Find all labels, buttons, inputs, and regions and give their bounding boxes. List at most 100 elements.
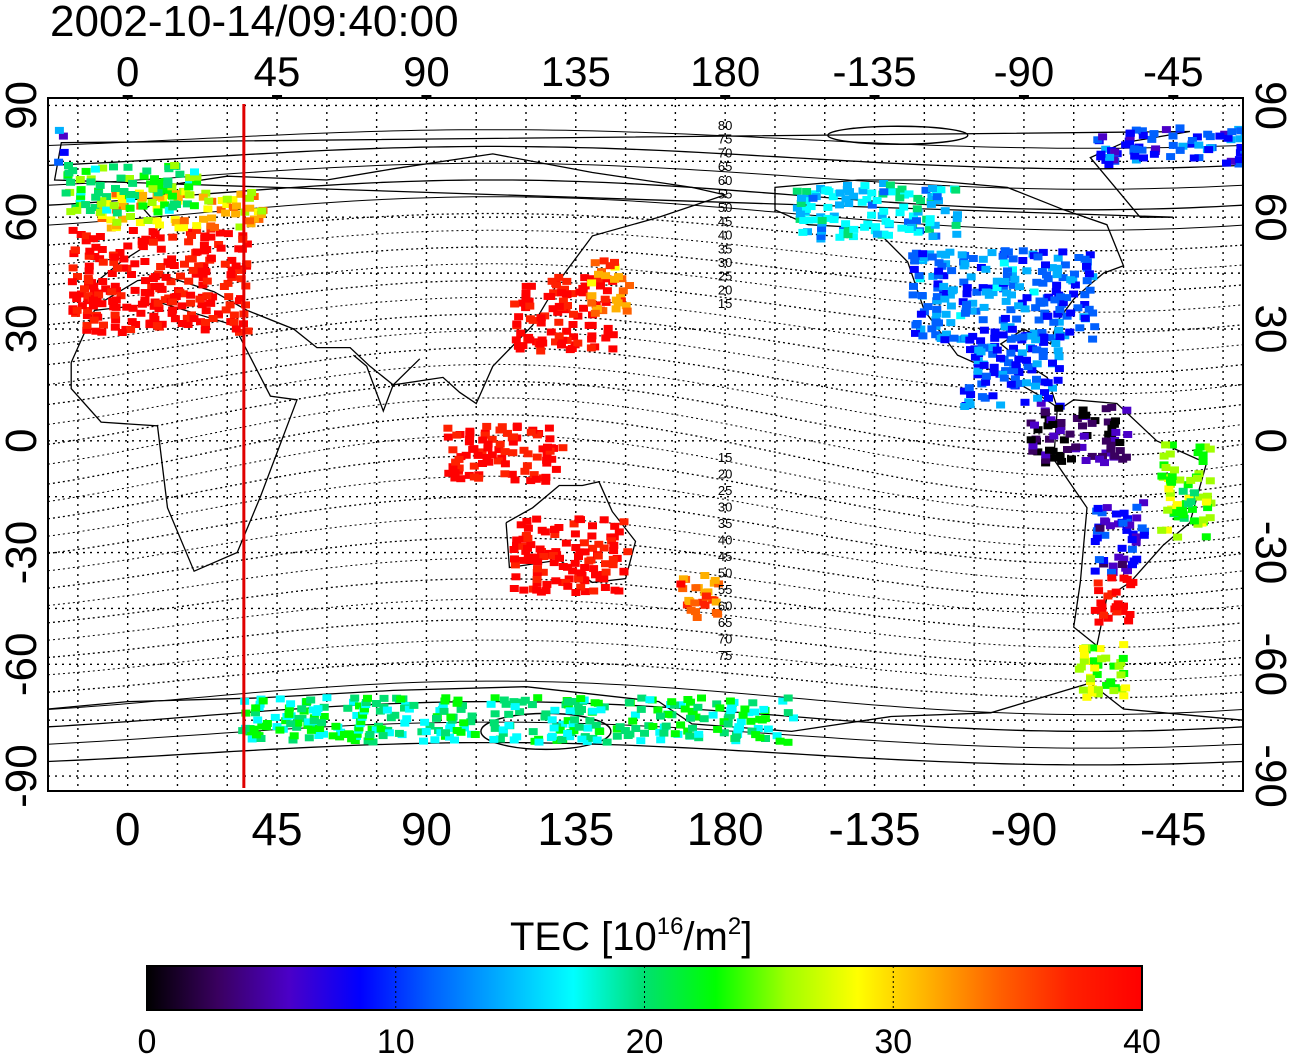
tec-pixel: [934, 267, 944, 275]
tec-pixel: [166, 278, 176, 286]
tec-pixel: [157, 285, 167, 293]
colorbar-label-end: ]: [741, 915, 752, 959]
tec-pixel: [532, 576, 542, 583]
tec-pixel: [799, 217, 809, 224]
tec-pixel: [916, 325, 926, 333]
tec-pixel: [1121, 564, 1131, 572]
tec-pixel: [245, 217, 255, 225]
tec-pixel: [532, 569, 542, 576]
tec-pixel: [1090, 664, 1100, 672]
tec-pixel: [191, 270, 201, 278]
tec-pixel: [554, 332, 564, 340]
tec-pixel: [118, 203, 128, 210]
tec-pixel: [1089, 657, 1099, 665]
tec-pixel: [109, 258, 119, 266]
tec-pixel: [489, 735, 499, 743]
right-lat-label: 90: [1246, 81, 1292, 130]
tec-pixel: [823, 214, 833, 222]
tec-pixel: [1008, 266, 1017, 274]
tec-pixel: [188, 266, 198, 274]
tec-pixel: [200, 319, 210, 326]
tec-pixel: [544, 424, 554, 432]
tec-pixel: [877, 212, 887, 220]
tec-pixel: [549, 289, 559, 297]
tec-pixel: [67, 278, 77, 286]
tec-pixel: [989, 369, 999, 377]
tec-pixel: [400, 719, 410, 727]
tec-pixel: [960, 403, 970, 410]
tec-pixel: [526, 428, 536, 436]
tec-pixel: [550, 531, 560, 538]
tec-pixel: [425, 722, 435, 730]
tec-pixel: [1017, 349, 1027, 357]
frame-tick: [122, 95, 133, 99]
coastline: [352, 354, 421, 413]
tec-pixel: [110, 311, 120, 319]
tec-pixel: [90, 253, 100, 260]
tec-pixel: [432, 714, 441, 722]
tec-pixel: [81, 201, 91, 209]
tec-pixel: [623, 548, 633, 556]
tec-pixel: [932, 293, 942, 301]
tec-pixel: [1116, 659, 1126, 667]
tec-pixel: [139, 172, 149, 180]
tec-pixel: [1137, 524, 1147, 532]
tec-pixel: [1018, 333, 1028, 341]
bottom-lon-label: 180: [687, 803, 764, 855]
tec-pixel: [1235, 149, 1243, 157]
tec-pixel: [817, 217, 827, 224]
tec-pixel: [580, 564, 590, 571]
tec-pixel: [1088, 335, 1098, 343]
tec-pixel: [546, 328, 556, 336]
tec-pixel: [89, 282, 99, 290]
tec-pixel: [580, 282, 590, 290]
tec-pixel: [1104, 161, 1114, 168]
tec-pixel: [940, 207, 950, 215]
contour-label: 15: [718, 450, 732, 465]
tec-pixel: [207, 214, 217, 222]
tec-pixel: [1103, 418, 1113, 426]
tec-pixel: [849, 192, 859, 200]
tec-pixel: [94, 189, 103, 197]
tec-pixel: [1026, 436, 1036, 444]
tec-pixel: [221, 306, 231, 314]
tec-pixel: [241, 282, 251, 290]
tec-pixel: [685, 732, 695, 740]
tec-pixel: [81, 237, 91, 245]
tec-pixel: [609, 547, 619, 555]
tec-pixel: [563, 729, 573, 737]
tec-pixel: [1107, 432, 1117, 440]
tec-pixel: [91, 193, 101, 201]
tec-pixel: [587, 292, 597, 300]
tec-pixel: [217, 197, 227, 204]
tec-pixel: [1049, 432, 1059, 440]
tec-pixel: [128, 179, 138, 187]
tec-pixel: [577, 735, 587, 743]
tec-pixel: [466, 718, 476, 726]
tec-pixel: [590, 309, 600, 317]
tec-pixel: [1169, 509, 1179, 517]
tec-pixel: [510, 476, 520, 484]
tec-pixel: [579, 304, 588, 312]
colorbar-label-mid: /m: [683, 915, 727, 959]
tec-pixel: [700, 588, 710, 596]
tec-pixel: [550, 706, 560, 714]
tec-pixel: [1073, 304, 1083, 312]
coastline: [53, 130, 1191, 218]
tec-pixel: [157, 320, 167, 328]
tec-pixel: [574, 723, 584, 731]
tec-pixel: [1170, 466, 1179, 474]
tec-pixel: [926, 200, 936, 208]
tec-pixel: [962, 284, 972, 292]
tec-pixel: [458, 702, 467, 710]
tec-pixel: [582, 737, 592, 745]
tec-pixel: [1121, 141, 1131, 149]
tec-pixel: [996, 401, 1006, 409]
tec-pixel: [970, 353, 980, 361]
tec-pixel: [1118, 607, 1128, 615]
tec-pixel: [557, 735, 567, 743]
tec-pixel: [1044, 394, 1053, 402]
tec-pixel: [89, 316, 99, 324]
tec-pixel: [1088, 644, 1098, 652]
tec-pixel: [1125, 129, 1135, 137]
